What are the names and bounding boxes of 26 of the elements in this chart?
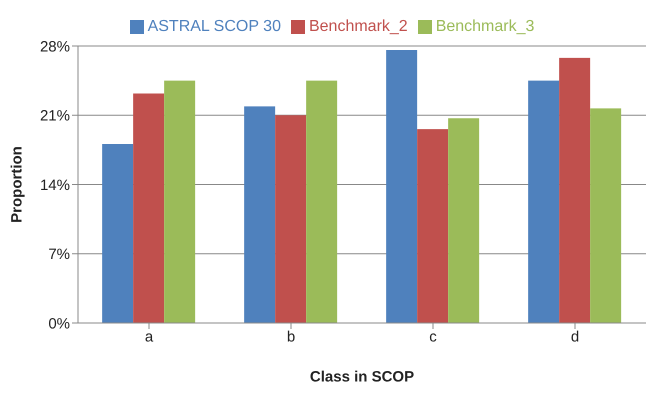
legend-label: ASTRAL SCOP 30	[148, 18, 281, 35]
x-tick-label: d	[570, 328, 580, 346]
bar	[448, 118, 480, 323]
bar	[133, 93, 164, 323]
bar	[306, 80, 338, 323]
y-tick-label: 21%	[40, 108, 70, 125]
legend-label: Benchmark_2	[308, 18, 408, 35]
y-tick-label: 14%	[40, 176, 70, 194]
bar	[386, 50, 418, 323]
x-tick-label: b	[286, 328, 296, 346]
x-tick-label: c	[429, 328, 438, 346]
y-tick-label: 28%	[40, 38, 70, 56]
x-tick-label: a	[144, 328, 154, 346]
bar	[244, 106, 276, 323]
bar	[528, 80, 560, 323]
bar	[590, 108, 622, 323]
bar	[102, 144, 134, 323]
legend-label: Benchmark_3	[436, 18, 534, 35]
y-tick-label: 0%	[48, 315, 70, 332]
y-axis-title: Proportion	[8, 146, 26, 223]
x-axis-title: Class in SCOP	[310, 368, 414, 386]
bar	[275, 115, 306, 323]
bar	[559, 58, 590, 323]
bar	[417, 129, 448, 323]
bar	[164, 80, 196, 323]
y-tick-label: 7%	[48, 246, 70, 264]
